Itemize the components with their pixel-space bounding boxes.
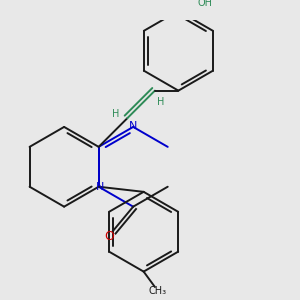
Text: O: O — [104, 230, 114, 243]
Text: OH: OH — [197, 0, 212, 8]
Text: CH₃: CH₃ — [149, 286, 167, 296]
Text: N: N — [95, 182, 104, 192]
Text: N: N — [129, 121, 137, 131]
Text: H: H — [157, 97, 165, 107]
Text: H: H — [112, 109, 120, 119]
